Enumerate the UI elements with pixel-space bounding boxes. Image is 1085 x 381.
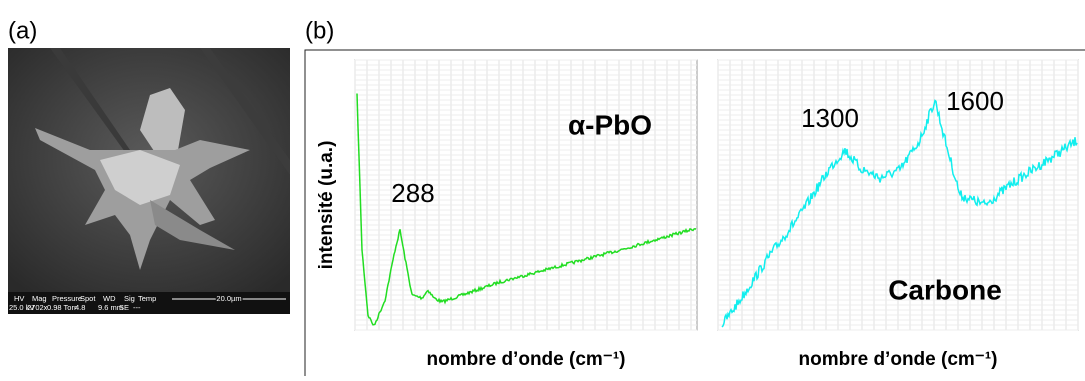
panel-label: (a) <box>8 17 37 44</box>
info-header: Pressure <box>52 294 82 303</box>
x-axis-label: nombre d’onde (cm⁻¹) <box>427 349 626 370</box>
peak-label: 1300 <box>801 103 859 133</box>
info-value: 25.0 kV <box>9 303 34 312</box>
info-value: SE <box>119 303 129 312</box>
spectrum <box>356 93 697 326</box>
info-value: 0.98 Torr <box>47 303 77 312</box>
y-axis-label: intensité (u.a.) <box>316 141 337 270</box>
peak-label: 288 <box>391 178 434 208</box>
plot-title: Carbone <box>888 274 1002 305</box>
info-header: Spot <box>80 294 96 303</box>
spectrum <box>721 99 1078 328</box>
scale-label: 20.0µm <box>216 294 241 303</box>
info-header: WD <box>103 294 116 303</box>
sem-image <box>8 48 290 314</box>
peak-label: 1600 <box>946 86 1004 116</box>
panel-frame <box>304 49 1085 376</box>
info-header: HV <box>14 294 24 303</box>
info-header: Mag <box>32 294 47 303</box>
panel-label: (b) <box>305 17 334 44</box>
info-value: --- <box>133 303 141 312</box>
info-header: Temp <box>138 294 156 303</box>
plot-title: α-PbO <box>568 109 652 140</box>
info-value: 4.8 <box>75 303 85 312</box>
info-value: 9.6 mm <box>98 303 123 312</box>
info-value: 2702x <box>27 303 48 312</box>
info-header: Sig <box>124 294 135 303</box>
x-axis-label: nombre d’onde (cm⁻¹) <box>799 349 998 370</box>
